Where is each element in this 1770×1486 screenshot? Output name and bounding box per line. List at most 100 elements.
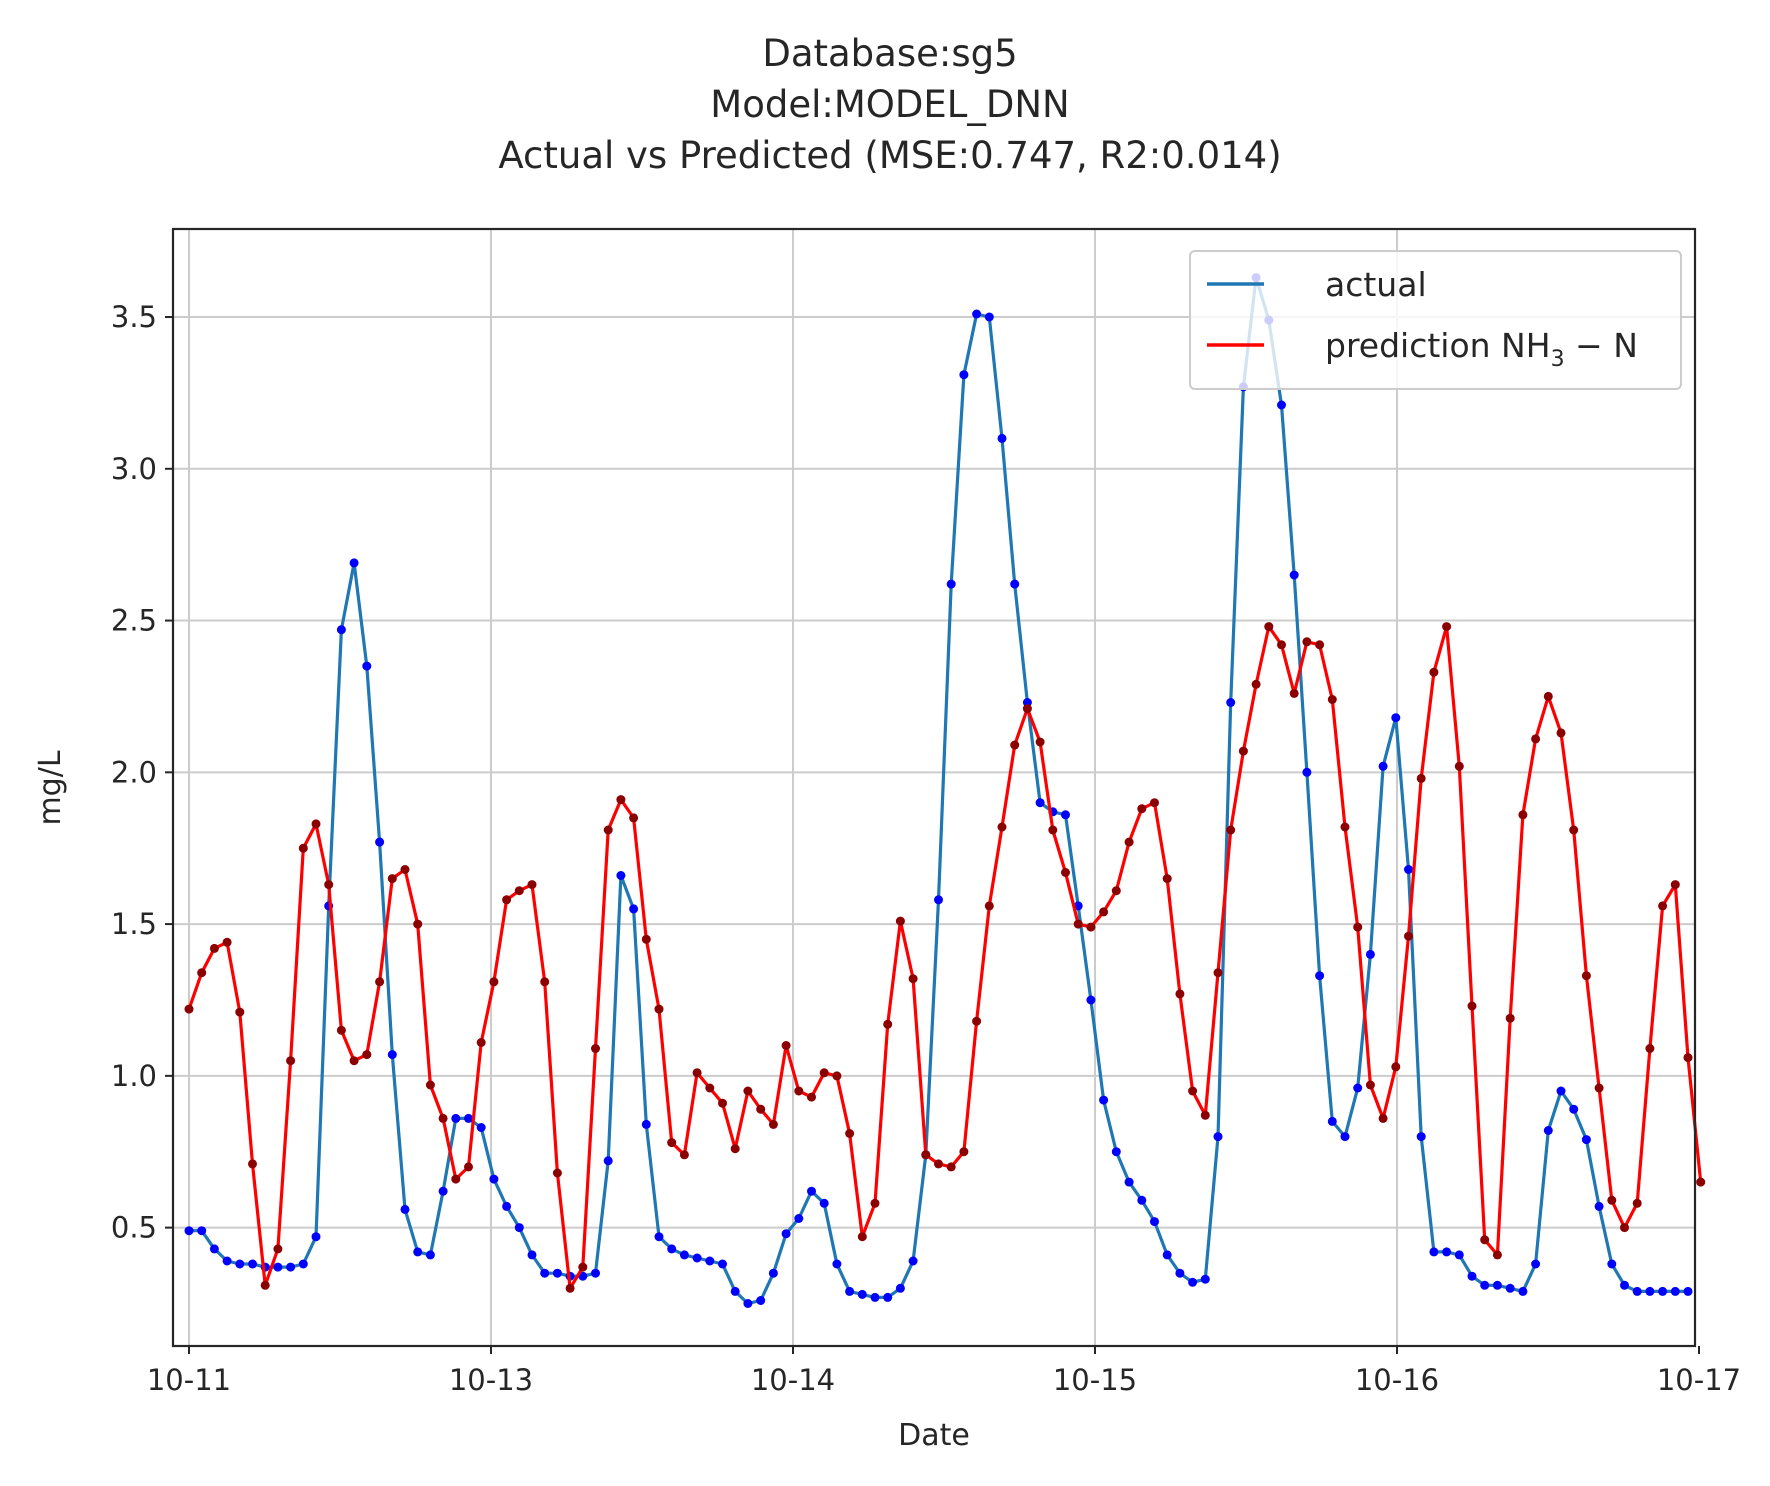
prediction-point [1365,1080,1375,1090]
prediction-point [1251,679,1261,689]
actual-point [1480,1280,1490,1290]
prediction-point [336,1025,346,1035]
actual-point [273,1262,283,1272]
actual-point [857,1289,867,1299]
prediction-point [1035,737,1045,747]
actual-point [1340,1132,1350,1142]
actual-point [349,558,359,568]
prediction-point [349,1056,359,1066]
actual-point [972,309,982,319]
actual-point [730,1286,740,1296]
prediction-point [1454,761,1464,771]
prediction-point [1442,622,1452,632]
actual-point [1289,570,1299,580]
actual-point [311,1232,321,1242]
prediction-point [756,1104,766,1114]
chart-title-line-3: Actual vs Predicted (MSE:0.747, R2:0.014… [498,134,1281,177]
prediction-point [629,813,639,823]
prediction-point [1010,740,1020,750]
actual-point [298,1259,308,1269]
prediction-point [616,795,626,805]
actual-point [794,1214,804,1223]
actual-point [413,1247,423,1257]
actual-point [832,1259,842,1269]
actual-point [781,1229,791,1239]
legend-prediction-label: prediction NH3 − N [1325,326,1638,372]
legend-box [1189,250,1682,390]
y-tick-label: 0.5 [111,1211,157,1245]
actual-point [1124,1177,1134,1187]
actual-point [1581,1135,1591,1145]
prediction-point [972,1016,982,1026]
actual-point [1302,767,1312,777]
prediction-point [1111,886,1121,896]
actual-point [235,1259,245,1269]
prediction-point [324,880,334,890]
actual-point [438,1186,448,1196]
actual-point [425,1250,435,1260]
actual-point [591,1268,600,1278]
prediction-point [235,1007,245,1017]
prediction-point [832,1071,842,1081]
actual-point [1492,1280,1502,1290]
prediction-point [1302,637,1312,647]
prediction-point [1327,695,1337,704]
prediction-point [781,1041,791,1050]
actual-point [756,1296,766,1305]
actual-point [540,1268,550,1278]
prediction-point [845,1129,855,1138]
prediction-point [768,1119,778,1129]
prediction-point [1556,728,1566,738]
prediction-point [298,843,308,853]
prediction-point [1696,1177,1706,1187]
prediction-point [1238,746,1248,756]
prediction-point [222,937,232,947]
actual-point [1315,971,1325,981]
prediction-point [565,1283,575,1293]
prediction-point [425,1080,435,1090]
prediction-point [794,1086,804,1096]
prediction-point [1658,901,1668,911]
prediction-point [1645,1044,1655,1053]
actual-point [1518,1286,1528,1296]
actual-point [1010,579,1020,589]
prediction-point [603,825,613,835]
actual-point [464,1113,473,1123]
prediction-point [209,943,219,953]
prediction-point [476,1038,486,1047]
actual-point [1099,1095,1109,1105]
prediction-point [1213,968,1223,978]
actual-point [1162,1250,1172,1260]
prediction-point [184,1004,194,1014]
prediction-point [1226,825,1236,835]
prediction-point [807,1092,816,1102]
actual-point [1378,761,1388,771]
prediction-point [1518,810,1528,820]
prediction-point [1061,868,1070,877]
prediction-point [514,886,524,896]
x-tick-label: 10-14 [751,1363,835,1397]
prediction-point [1492,1250,1502,1260]
actual-point [1442,1247,1452,1257]
plot-frame [171,227,1697,1348]
actual-point [819,1198,829,1208]
prediction-point [1264,622,1274,632]
prediction-point [1353,922,1363,932]
prediction-point [1277,640,1286,650]
prediction-point [1531,734,1541,744]
prediction-point [1505,1013,1515,1023]
prediction-point [1391,1062,1401,1072]
prediction-point [540,977,550,987]
prediction-point [1124,837,1134,847]
actual-point [718,1259,727,1269]
actual-point [476,1123,486,1132]
actual-point [908,1256,918,1266]
actual-point [222,1256,232,1266]
actual-point [375,837,385,847]
actual-point [1620,1280,1629,1290]
prediction-point [502,895,512,905]
prediction-point [1175,989,1185,999]
prediction-point [1137,804,1147,814]
prediction-point [527,880,537,890]
